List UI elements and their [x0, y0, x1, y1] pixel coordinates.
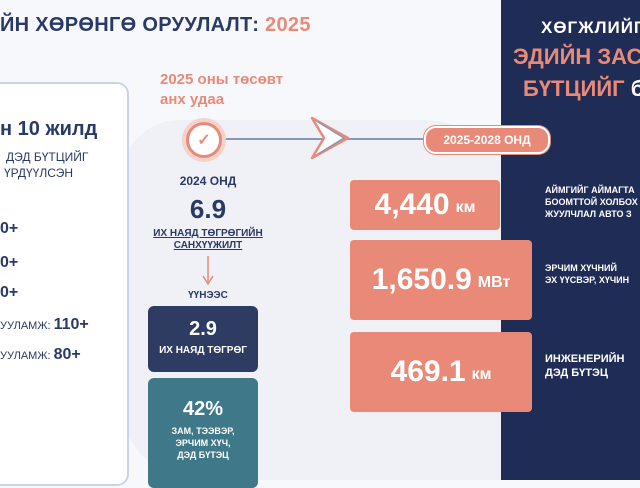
period-pill: 2025-2028 ОНД: [424, 126, 550, 154]
title-text: ЙН ХӨРӨНГӨ ОРУУЛАЛТ:: [0, 14, 266, 36]
left-card-item-1: 0+: [0, 220, 19, 237]
percent-desc: ЗАМ, ТЭЭВЭР, ЭРЧИМ ХҮЧ, ДЭД БҮТЭЦ: [148, 425, 258, 461]
page-title: ЙН ХӨРӨНГӨ ОРУУЛАЛТ: 2025: [0, 14, 311, 37]
left-card-item-3: 0+: [0, 284, 19, 301]
stat-engineering-unit: км: [471, 366, 492, 383]
year-2024-label: 2024 ОНД: [179, 174, 237, 188]
arrow-down-icon: [202, 256, 214, 286]
item4-value: 110+: [53, 316, 89, 333]
left-card-item-2: 0+: [0, 254, 19, 271]
stat-engineering-value: 469.1: [390, 355, 466, 388]
of-which-label: ҮҮНЭЭС: [188, 290, 228, 301]
trillion-label: ИХ НАЯД ТӨГРӨГ: [159, 345, 247, 356]
right-panel-line1: ХӨГЖЛИЙГ: [541, 18, 640, 37]
left-card-heading: н 10 жилд: [0, 118, 98, 140]
stat-roads-desc-2: БООМТТОЙ ХОЛБОХ: [545, 197, 638, 207]
stat-roads-desc: АЙМГИЙГ АЙМАГТА БООМТТОЙ ХОЛБОХ ЖУУЛЧЛАЛ…: [545, 184, 638, 220]
stat-roads-unit: км: [455, 199, 476, 216]
year-2024-desc-line1: ИХ НАЯД ТӨГРӨГИЙН: [153, 228, 263, 239]
stat-energy-unit: МВт: [477, 274, 511, 291]
percent-value: 42%: [182, 398, 224, 420]
left-card-item-5: УУЛАМЖ: 80+: [0, 346, 81, 364]
stat-roads-desc-3: ЖУУЛЧЛАЛ АВТО З: [545, 209, 632, 219]
stat-card-roads: 4,440 км: [350, 180, 500, 230]
trillion-value: 2.9: [189, 318, 217, 340]
stat-card-engineering: 469.1 км: [350, 332, 532, 412]
item4-label: УУЛАМЖ:: [0, 320, 54, 332]
title-year: 2025: [265, 14, 311, 36]
stat-engineering-desc-2: ДЭД БҮТЭЦ: [545, 367, 608, 379]
year-2024-desc-line2: САНХҮҮЖИЛТ: [173, 240, 243, 251]
right-panel-line2: ЭДИЙН ЗАС: [513, 44, 640, 69]
item5-label: УУЛАМЖ:: [0, 350, 54, 362]
percent-desc-line1: ЗАМ, ТЭЭВЭР,: [171, 426, 235, 436]
right-panel-line3-text: БҮТЦИЙГ: [523, 76, 625, 101]
year-2024-value: 6.9: [189, 194, 227, 224]
percent-desc-line2: ЭРЧИМ ХҮЧ,: [175, 438, 231, 448]
percent-box: 42% ЗАМ, ТЭЭВЭР, ЭРЧИМ ХҮЧ, ДЭД БҮТЭЦ: [148, 378, 258, 488]
stat-energy-desc-1: ЭРЧИМ ХҮЧНИЙ: [545, 263, 617, 273]
timeline-line: [224, 138, 374, 140]
item5-value: 80+: [53, 346, 81, 363]
budget-note: 2025 оны төсөвт анх удаа: [160, 70, 283, 110]
budget-note-line2: анх удаа: [160, 91, 225, 108]
trillion-box: 2.9 ИХ НАЯД ТӨГРӨГ: [148, 306, 258, 372]
stat-roads-value: 4,440: [374, 188, 450, 221]
stat-energy-desc: ЭРЧИМ ХҮЧНИЙ ЭХ ҮҮСВЭР, ХҮЧИН: [545, 262, 629, 286]
stat-energy-desc-2: ЭХ ҮҮСВЭР, ХҮЧИН: [545, 275, 630, 285]
left-card-sub1: ДЭД БҮТЦИЙГ: [6, 150, 89, 164]
year-2024-desc: ИХ НАЯД ТӨГРӨГИЙН САНХҮҮЖИЛТ: [150, 228, 266, 252]
check-icon: ✓: [186, 122, 222, 158]
stat-energy-value: 1,650.9: [371, 263, 472, 296]
stat-engineering-desc-1: ИНЖЕНЕРИЙН: [545, 353, 625, 365]
percent-desc-line3: ДЭД БҮТЭЦ: [177, 450, 229, 460]
left-card-item-4: УУЛАМЖ: 110+: [0, 316, 89, 334]
right-panel-line3-tail: б: [630, 76, 640, 101]
timeline-line-right: [345, 138, 425, 140]
stat-engineering-desc: ИНЖЕНЕРИЙН ДЭД БҮТЭЦ: [545, 352, 625, 380]
right-panel-line3: БҮТЦИЙГ б: [523, 76, 640, 102]
chevron-right-icon: [310, 116, 350, 160]
left-summary-card: [0, 82, 129, 486]
stat-roads-desc-1: АЙМГИЙГ АЙМАГТА: [545, 185, 635, 195]
budget-note-line1: 2025 оны төсөвт: [160, 71, 284, 88]
stat-card-energy: 1,650.9 МВт: [350, 240, 532, 320]
left-card-sub2: ҮРДҮҮЛСЭН: [4, 166, 74, 180]
